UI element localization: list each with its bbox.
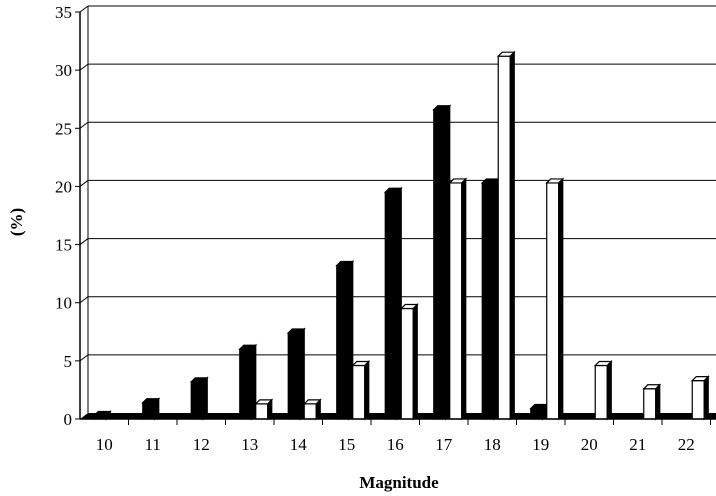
bar (141, 397, 161, 421)
x-tick-label: 17 (435, 435, 453, 454)
bar (383, 186, 403, 421)
gridline-depth (79, 296, 89, 304)
y-axis-title: (%) (7, 208, 26, 236)
bar (399, 303, 419, 421)
bar (480, 177, 500, 421)
x-tick-label: 10 (96, 435, 113, 454)
bar (92, 410, 112, 421)
bar (593, 360, 613, 421)
gridline-depth (79, 5, 89, 13)
bar (690, 375, 710, 421)
x-tick-label: 16 (387, 435, 404, 454)
x-tick-label: 11 (145, 435, 161, 454)
x-tick-label: 14 (290, 435, 308, 454)
gridline-depth (79, 354, 89, 362)
bar (254, 398, 274, 421)
bar (302, 398, 322, 421)
x-tick-label: 15 (338, 435, 355, 454)
gridline-depth (79, 63, 89, 71)
gridline-depth (79, 121, 89, 129)
y-tick-label: 25 (55, 119, 72, 138)
bar (238, 343, 258, 421)
x-tick-label: 18 (484, 435, 501, 454)
x-tick-label: 13 (241, 435, 258, 454)
y-tick-labels: 0 5 10 15 20 25 30 35 (55, 3, 80, 429)
bar (432, 104, 452, 421)
x-tick-label: 12 (193, 435, 210, 454)
bar (448, 177, 468, 421)
x-tick-labels: 10 11 12 13 14 15 16 17 18 19 20 21 22 (96, 419, 711, 454)
y-tick-label: 30 (55, 61, 72, 80)
y-tick-label: 0 (64, 410, 73, 429)
bar (545, 177, 565, 421)
x-tick-label: 20 (581, 435, 598, 454)
bar (529, 403, 549, 421)
y-tick-label: 35 (55, 3, 72, 22)
gridline-depth (79, 238, 89, 245)
bar (496, 50, 516, 421)
y-tick-label: 5 (64, 352, 73, 371)
gridline-depth (79, 180, 89, 187)
axes (79, 6, 716, 420)
x-axis-title: Magnitude (359, 473, 439, 492)
x-tick-label: 21 (629, 435, 646, 454)
bar (351, 360, 371, 421)
gridlines (79, 5, 716, 362)
bar (642, 383, 662, 421)
y-tick-label: 15 (55, 236, 72, 255)
bar (286, 327, 306, 421)
bar (335, 260, 355, 421)
x-tick-label: 19 (532, 435, 549, 454)
bar (189, 376, 209, 421)
x-tick-label: 22 (678, 435, 695, 454)
bars (92, 50, 710, 421)
y-tick-label: 20 (55, 177, 72, 196)
y-tick-label: 10 (55, 294, 72, 313)
